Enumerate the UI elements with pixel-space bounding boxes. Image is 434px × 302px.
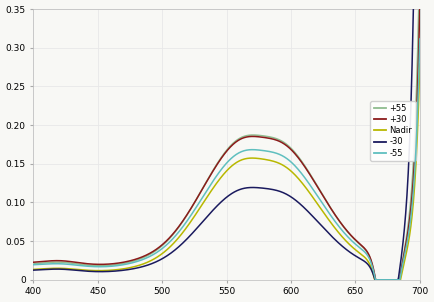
- +55: [392, 278, 397, 282]
- +55: [55, 260, 60, 264]
- Nadir: [406, 242, 411, 245]
- -55: [55, 262, 60, 265]
- Nadir: [55, 266, 60, 270]
- Nadir: [31, 268, 36, 271]
- +30: [103, 262, 108, 266]
- +55: [103, 264, 108, 267]
- +30: [31, 260, 36, 264]
- -30: [339, 243, 344, 247]
- +55: [158, 245, 164, 249]
- +30: [392, 278, 397, 282]
- Nadir: [103, 269, 108, 272]
- Nadir: [158, 253, 164, 256]
- -30: [392, 278, 397, 282]
- Nadir: [339, 234, 344, 237]
- -55: [392, 278, 397, 282]
- -55: [158, 248, 164, 251]
- +30: [406, 228, 411, 232]
- +30: [158, 244, 164, 248]
- Line: -30: -30: [33, 0, 420, 280]
- +30: [55, 259, 60, 262]
- +30: [373, 278, 378, 282]
- -55: [103, 265, 108, 268]
- +55: [373, 278, 378, 282]
- Nadir: [392, 278, 397, 282]
- Line: +55: +55: [33, 0, 420, 280]
- +55: [31, 262, 36, 265]
- Nadir: [417, 62, 422, 66]
- -55: [339, 227, 344, 231]
- -55: [373, 278, 378, 282]
- +55: [406, 223, 411, 226]
- +30: [339, 222, 344, 225]
- -30: [103, 270, 108, 273]
- -30: [373, 278, 378, 282]
- -55: [417, 37, 422, 41]
- Legend: +55, +30, Nadir, -30, -55: +55, +30, Nadir, -30, -55: [370, 101, 416, 161]
- +55: [339, 222, 344, 225]
- -55: [406, 234, 411, 238]
- -30: [158, 258, 164, 261]
- Line: +30: +30: [33, 6, 420, 280]
- -55: [31, 263, 36, 267]
- Nadir: [372, 278, 377, 282]
- -30: [55, 267, 60, 271]
- Line: -55: -55: [33, 39, 420, 280]
- +30: [417, 4, 422, 8]
- Line: Nadir: Nadir: [33, 64, 420, 280]
- -30: [31, 268, 36, 272]
- -30: [406, 171, 411, 175]
